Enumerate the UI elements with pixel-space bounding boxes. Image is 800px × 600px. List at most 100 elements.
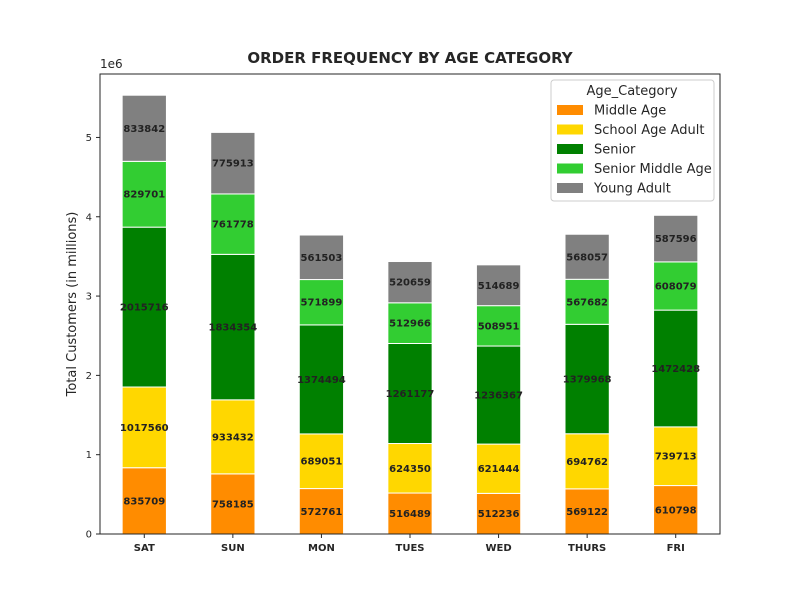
data-label-thurs-senior-middle-age: 567682 [566,297,608,308]
segment-labels-group: 835709 1017560 2015716 829701 833842 758185 93… [120,124,700,520]
legend-label-middle-age: Middle Age [594,104,666,119]
data-label-sun-senior-middle-age: 761778 [212,220,254,231]
bar-segment-wed-school-age-adult [475,443,522,494]
bar-segment-mon-senior [298,324,345,435]
bar-segment-tues-senior-middle-age [387,302,433,344]
bar-segment-sun-senior-middle-age [210,193,256,255]
legend-label-young-adult: Young Adult [593,182,671,197]
data-label-tues-senior: 1261177 [386,389,435,400]
data-label-sat-senior: 2015716 [120,303,169,314]
data-label-mon-middle-age: 572761 [301,507,343,518]
y-tick-label: 5 [86,133,92,144]
data-label-fri-school-age-adult: 739713 [655,452,697,463]
data-label-thurs-senior: 1379968 [563,375,612,386]
data-label-wed-senior: 1236367 [474,391,523,402]
plot-area: 835709 1017560 2015716 829701 833842 758185 93… [86,73,721,554]
bar-segment-fri-senior [653,309,699,428]
chart-title: ORDER FREQUENCY BY AGE CATEGORY [247,49,573,67]
y-axis: 0 1 2 3 4 5 [86,133,100,541]
y-tick-label: 1 [86,450,92,461]
bar-segment-tues-senior [387,342,433,445]
data-label-tues-senior-middle-age: 512966 [389,319,431,330]
data-label-sat-school-age-adult: 1017560 [120,423,169,434]
bar-segment-sat-middle-age [121,467,167,535]
bar-segment-thurs-senior-middle-age [564,278,610,325]
data-label-sat-young-adult: 833842 [123,124,165,135]
x-tick-label: SAT [134,543,155,554]
data-label-tues-middle-age: 516489 [389,509,431,520]
bar-segment-thurs-senior [564,323,610,435]
legend-items: Middle Age School Age Adult Senior Senior M… [557,104,712,197]
data-label-sat-senior-middle-age: 829701 [123,190,165,201]
data-label-sat-middle-age: 835709 [123,496,165,507]
data-label-thurs-young-adult: 568057 [566,252,608,263]
legend-swatch-senior [557,144,583,154]
x-tick-label: MON [308,543,335,554]
data-label-wed-school-age-adult: 621444 [478,464,520,475]
bar-segment-tues-middle-age [387,492,433,535]
bar-segment-sat-young-adult [121,94,167,162]
data-label-thurs-school-age-adult: 694762 [566,457,608,468]
data-label-sun-young-adult: 775913 [212,159,254,170]
data-label-tues-school-age-adult: 624350 [389,464,431,475]
x-tick-label: THURS [568,543,606,554]
data-label-wed-middle-age: 512236 [478,509,520,520]
legend-box [550,79,715,202]
legend-swatch-senior-middle-age [557,163,583,174]
data-label-fri-young-adult: 587596 [655,234,697,245]
plot-frame [99,73,721,535]
bar-segment-fri-young-adult [653,214,699,263]
bar-segment-tues-school-age-adult [387,443,433,494]
data-label-mon-senior-middle-age: 571899 [301,298,343,309]
data-label-mon-school-age-adult: 689051 [301,457,343,468]
legend-label-senior: Senior [594,143,636,158]
y-axis-offset-label: 1e6 [100,57,123,71]
legend-label-school-age-adult: School Age Adult [594,123,704,138]
data-label-wed-senior-middle-age: 508951 [478,321,520,332]
data-label-fri-senior-middle-age: 608079 [655,281,697,292]
x-tick-label: SUN [221,543,245,554]
bars-group [121,94,699,535]
data-label-sun-school-age-adult: 933432 [212,432,254,443]
bar-segment-sun-senior [210,253,256,401]
bar-segment-fri-senior-middle-age [653,261,699,311]
legend-swatch-school-age-adult [557,124,583,135]
legend-label-senior-middle-age: Senior Middle Age [594,162,712,177]
legend: Age_Category Middle Age School Age Adult S… [550,79,715,202]
y-axis-label: Total Customers (in millions) [65,212,80,398]
data-label-thurs-middle-age: 569122 [566,507,608,518]
data-label-tues-young-adult: 520659 [389,278,431,289]
bar-segment-sat-senior-middle-age [121,160,167,228]
bar-segment-thurs-middle-age [564,488,610,535]
bar-segment-sat-senior [121,226,167,388]
legend-swatch-middle-age [557,105,583,115]
data-label-wed-young-adult: 514689 [478,281,520,292]
y-tick-label: 3 [86,292,92,303]
bar-segment-sun-young-adult [210,131,256,195]
data-label-sun-senior: 1834354 [208,323,257,334]
bar-segment-wed-senior-middle-age [475,305,522,347]
legend-title: Age_Category [586,84,677,99]
bar-segment-thurs-young-adult [564,233,610,280]
x-tick-label: TUES [396,543,425,554]
bar-segment-tues-young-adult [387,261,433,304]
legend-swatch-young-adult [557,183,583,193]
y-tick-label: 2 [86,371,92,382]
bar-segment-wed-young-adult [475,264,522,307]
x-axis: SAT SUN MON TUES WED THURS FRI [134,534,685,554]
bar-segment-mon-young-adult [298,234,345,281]
data-label-sun-middle-age: 758185 [212,499,254,510]
data-label-fri-senior: 1472428 [651,364,700,375]
y-tick-label: 0 [86,530,92,541]
bar-segment-sun-school-age-adult [210,399,256,475]
data-label-mon-senior: 1374494 [297,375,346,386]
bar-segment-mon-school-age-adult [298,433,345,490]
bar-segment-fri-school-age-adult [653,426,699,487]
data-label-mon-young-adult: 561503 [301,253,343,264]
x-tick-label: FRI [667,543,685,554]
x-tick-label: WED [485,543,511,554]
bar-segment-fri-middle-age [653,485,699,535]
data-label-fri-middle-age: 610798 [655,505,697,516]
y-tick-label: 4 [86,212,92,223]
